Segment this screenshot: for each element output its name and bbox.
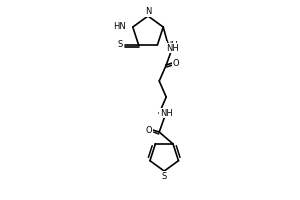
Text: N: N bbox=[145, 6, 151, 16]
Text: S: S bbox=[118, 40, 123, 49]
Text: N: N bbox=[144, 7, 150, 17]
Text: N: N bbox=[144, 7, 150, 17]
Text: HN: HN bbox=[113, 22, 126, 31]
Text: O: O bbox=[146, 126, 152, 135]
Text: NH: NH bbox=[160, 109, 172, 118]
Text: S: S bbox=[162, 172, 167, 181]
Text: NH: NH bbox=[165, 41, 178, 50]
Text: NH: NH bbox=[166, 44, 178, 53]
Text: O: O bbox=[173, 59, 179, 68]
